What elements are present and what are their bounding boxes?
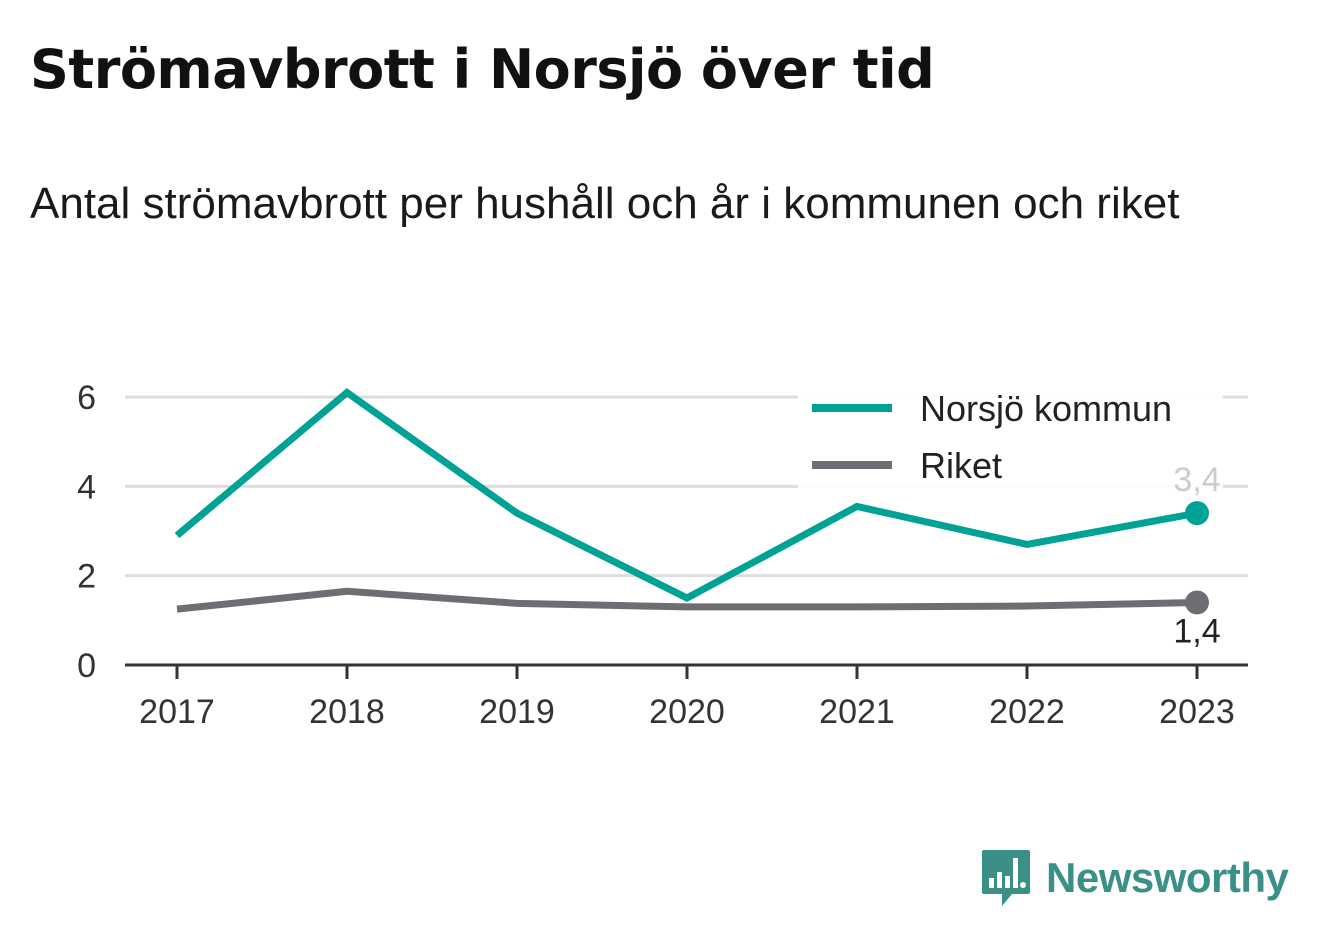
bar-chart-speech-bubble-icon	[982, 850, 1030, 906]
x-tick-label: 2023	[1159, 693, 1235, 731]
series-line	[176, 587, 1198, 613]
brand-name: Newsworthy	[1046, 854, 1289, 901]
newsworthy-logo: Newsworthy	[980, 848, 1289, 908]
legend-label: Riket	[920, 445, 1002, 486]
y-tick-label: 6	[77, 379, 96, 417]
x-tick-label: 2018	[309, 693, 385, 731]
series-end-marker	[1185, 501, 1209, 526]
x-tick-label: 2021	[819, 693, 895, 731]
y-tick-label: 0	[77, 647, 96, 685]
y-tick-label: 4	[77, 468, 96, 506]
x-tick-label: 2022	[989, 693, 1065, 731]
chart-title: Strömavbrott i Norsjö över tid	[30, 38, 935, 101]
x-tick-label: 2019	[479, 693, 555, 731]
series-end-marker	[1185, 590, 1209, 615]
x-tick-label: 2017	[139, 693, 215, 731]
series-end-label: 3,4	[1173, 461, 1220, 499]
series-end-label: 1,4	[1173, 612, 1220, 650]
legend-label: Norsjö kommun	[920, 388, 1172, 429]
legend-background	[798, 382, 1223, 490]
x-tick-label: 2020	[649, 693, 725, 731]
y-tick-label: 2	[77, 558, 96, 596]
chart-subtitle: Antal strömavbrott per hushåll och år i …	[30, 179, 1180, 228]
series-line	[174, 388, 1198, 602]
